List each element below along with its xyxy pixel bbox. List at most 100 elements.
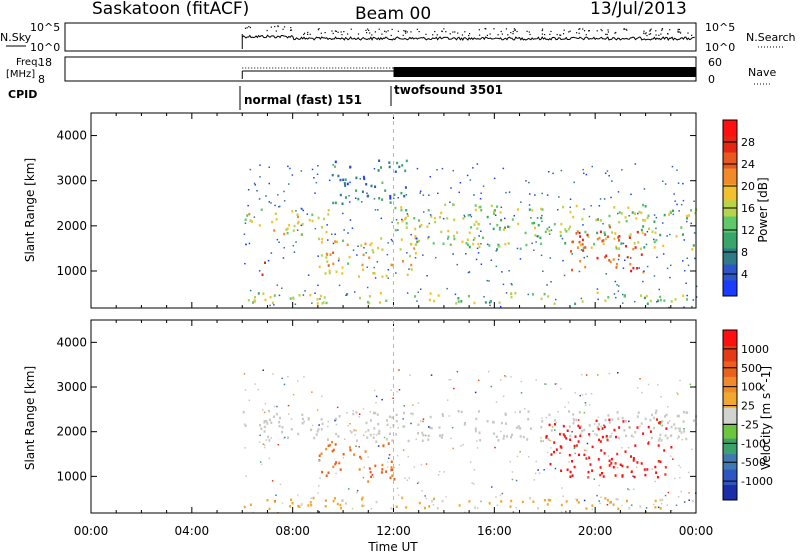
cell (405, 226, 408, 229)
cell (661, 420, 664, 423)
nsearch-point (283, 26, 286, 28)
cell (604, 418, 607, 422)
cell (588, 456, 591, 459)
cell (640, 422, 643, 425)
cell (320, 241, 323, 244)
cell-sparse (578, 232, 581, 234)
cell (569, 434, 572, 438)
cell-sparse (245, 243, 247, 245)
cell (618, 235, 621, 238)
cell (581, 238, 584, 242)
cell (396, 161, 399, 165)
cell (374, 411, 377, 415)
cell-sparse (343, 229, 345, 231)
cell (290, 428, 293, 431)
cell (578, 240, 581, 244)
nave-tick-bottom: 0 (708, 73, 715, 86)
cell (473, 223, 476, 226)
power-colorbar-swatch (723, 120, 737, 137)
cell-sparse (549, 439, 551, 442)
cell-sparse (453, 387, 455, 390)
cell (311, 219, 314, 223)
cell (615, 262, 618, 266)
velocity-colorbar-tick-label: -100 (741, 437, 766, 450)
cell (334, 160, 337, 164)
cell (389, 194, 392, 198)
cell-sparse (397, 229, 399, 231)
cell (402, 425, 405, 428)
cell-sparse (397, 197, 399, 199)
cell (587, 476, 590, 479)
cell-sparse (520, 380, 523, 383)
cell-sparse (574, 392, 576, 394)
cell (400, 209, 403, 212)
cell-sparse (301, 208, 303, 210)
cell (675, 235, 678, 238)
cell (500, 421, 503, 425)
cell-sparse (472, 167, 474, 169)
cell (368, 256, 371, 259)
cell (355, 439, 358, 442)
cell (264, 298, 267, 302)
cell (664, 415, 666, 418)
cell (648, 227, 650, 231)
cell (532, 500, 535, 503)
cell-sparse (669, 233, 671, 236)
cell-sparse (598, 205, 601, 207)
cell-sparse (687, 264, 690, 267)
cell (636, 267, 639, 270)
nsearch-point (528, 31, 530, 33)
cell-sparse (581, 394, 584, 396)
cell-sparse (355, 197, 357, 199)
cell-sparse (351, 507, 354, 510)
nsearch-point (607, 29, 609, 31)
cell (573, 465, 576, 469)
cell (271, 220, 274, 224)
cell-sparse (281, 377, 283, 380)
cell (334, 165, 336, 168)
cell (644, 473, 647, 477)
cell-sparse (529, 193, 531, 195)
cell (341, 272, 344, 275)
nsearch-point (346, 33, 349, 35)
cell-sparse (287, 165, 289, 168)
cell-sparse (466, 174, 469, 177)
cell-sparse (549, 257, 552, 259)
cell (418, 501, 421, 505)
cell (566, 429, 569, 432)
cell (362, 175, 365, 179)
cell-sparse (257, 388, 259, 391)
cell-sparse (675, 504, 678, 506)
cell-sparse (281, 502, 284, 504)
nsearch-point (658, 34, 660, 36)
cell (692, 244, 695, 247)
cell-sparse (375, 434, 378, 436)
cell (332, 251, 335, 254)
cell (359, 455, 362, 459)
cell-sparse (408, 477, 410, 479)
cell (549, 499, 552, 502)
cell (540, 207, 543, 211)
nsearch-point (644, 33, 646, 35)
cell-sparse (458, 191, 460, 194)
cell-sparse (441, 167, 444, 170)
cell-sparse (544, 383, 546, 385)
cell (502, 437, 505, 440)
cell-sparse (274, 204, 276, 207)
cell (453, 234, 455, 238)
cell (467, 294, 470, 298)
cell-sparse (259, 164, 261, 166)
cell (662, 244, 665, 248)
cell (685, 411, 688, 414)
cell (290, 498, 293, 502)
cell (342, 453, 345, 456)
cell (416, 240, 419, 244)
cell-sparse (449, 201, 451, 203)
cell (510, 499, 513, 503)
cell (474, 429, 477, 433)
cell (624, 420, 627, 423)
cell (669, 211, 672, 214)
cell-sparse (656, 256, 658, 259)
cell (498, 228, 501, 231)
cell (615, 266, 618, 269)
